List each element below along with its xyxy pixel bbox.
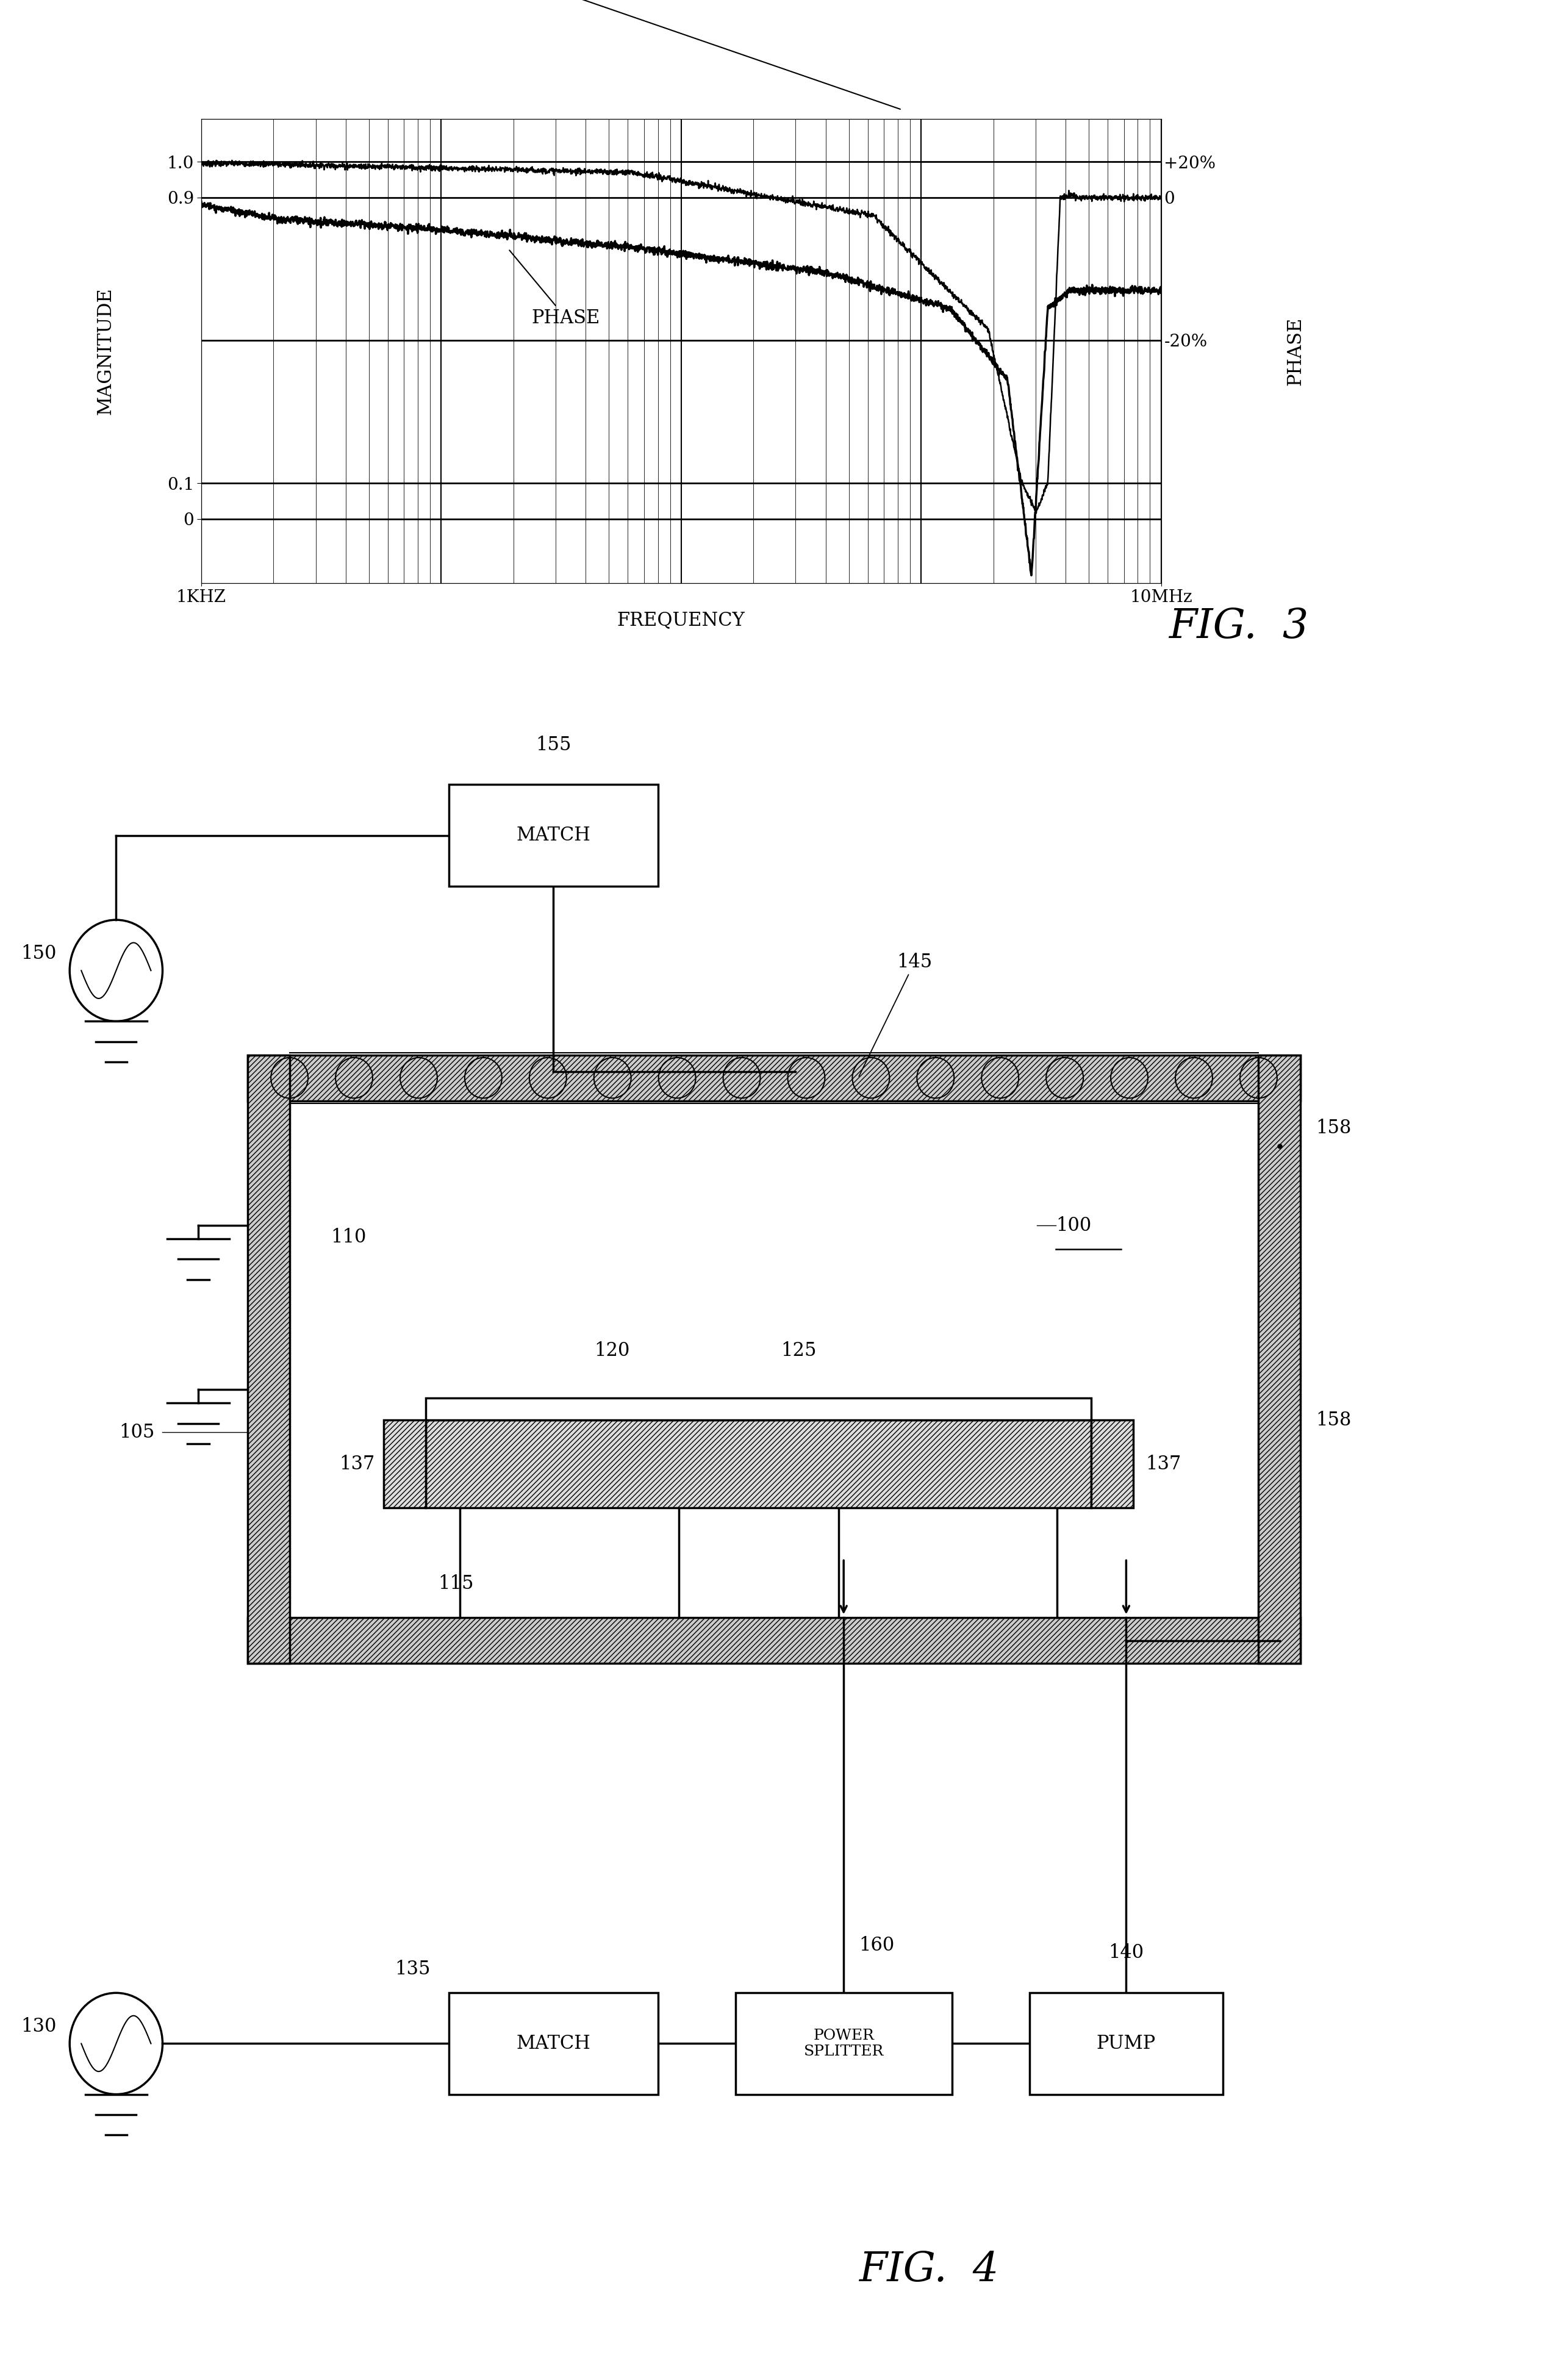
Text: 160: 160 [859,1935,895,1954]
Text: 137: 137 [339,1454,375,1473]
Text: 158: 158 [1316,1119,1351,1138]
Text: 130: 130 [20,2018,57,2037]
Bar [248,1054,1300,1100]
Bar [449,785,658,885]
Text: 135: 135 [395,1959,430,1978]
Text: MAGNITUDE: MAGNITUDE [474,0,901,109]
Text: PUMP: PUMP [1096,2035,1156,2054]
Text: 145: 145 [859,952,932,1076]
Text: POWER
SPLITTER: POWER SPLITTER [803,2028,884,2059]
Text: 105: 105 [119,1423,155,1442]
Text: 125: 125 [780,1342,816,1361]
Bar [248,1054,289,1664]
Bar [384,1421,426,1509]
Text: 150: 150 [20,945,57,964]
Bar [449,1992,658,2094]
Text: 115: 115 [438,1576,474,1595]
Text: FIG.  3: FIG. 3 [1169,607,1308,647]
Text: 137: 137 [1146,1454,1181,1473]
Text: 110: 110 [330,1228,367,1247]
Text: 100: 100 [1056,1216,1091,1235]
Text: MATCH: MATCH [517,2035,590,2054]
Bar [426,1397,1091,1421]
Text: FIG.  4: FIG. 4 [859,2249,998,2290]
Bar [1091,1421,1133,1509]
Text: 155: 155 [536,735,571,754]
Text: 158: 158 [1316,1411,1351,1430]
X-axis label: FREQUENCY: FREQUENCY [618,612,745,628]
Bar [426,1421,1091,1509]
Text: PHASE: PHASE [509,250,601,328]
Bar [248,1618,1300,1664]
Text: MATCH: MATCH [517,826,590,845]
Text: PHASE: PHASE [1286,317,1305,386]
Bar [735,1992,952,2094]
Bar [1029,1992,1223,2094]
Text: MAGNITUDE: MAGNITUDE [96,288,115,414]
Text: 140: 140 [1108,1944,1144,1963]
Text: 120: 120 [594,1342,630,1361]
Bar [1259,1054,1300,1664]
